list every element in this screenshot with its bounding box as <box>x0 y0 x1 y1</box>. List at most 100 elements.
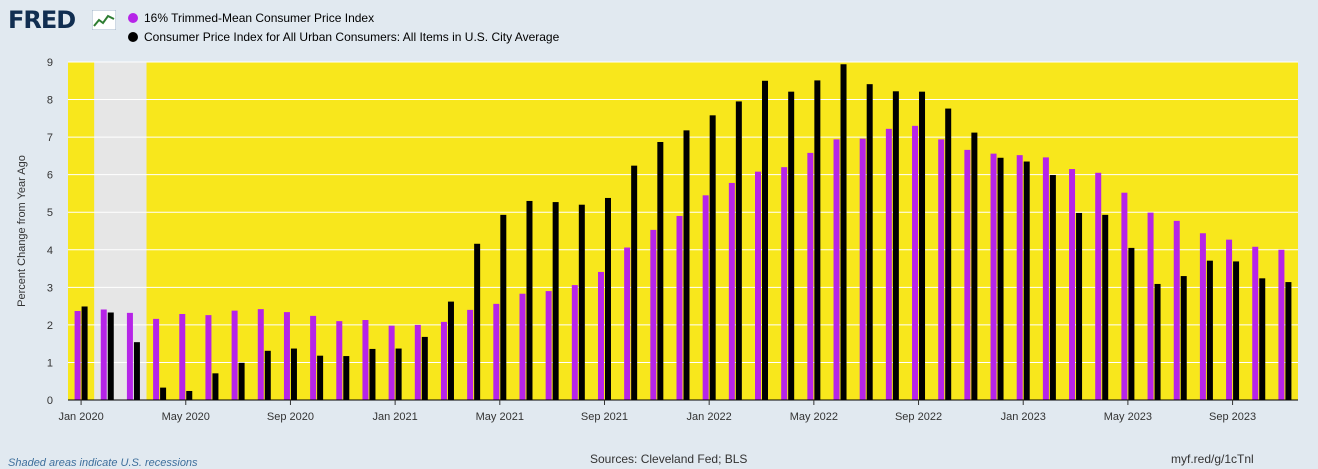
bar-series-2[interactable] <box>919 91 926 401</box>
bar-series-2[interactable] <box>238 362 245 400</box>
bar-series-2[interactable] <box>604 197 611 400</box>
x-tick-label: Sep 2023 <box>1209 411 1256 423</box>
bar-series-2[interactable] <box>1128 247 1135 400</box>
bar-series-1[interactable] <box>650 229 657 400</box>
bar-series-1[interactable] <box>807 152 814 400</box>
bar-series-2[interactable] <box>1285 282 1292 400</box>
bar-series-1[interactable] <box>545 291 552 400</box>
bar-series-2[interactable] <box>631 165 638 400</box>
bar-series-1[interactable] <box>126 312 133 400</box>
bar-series-1[interactable] <box>1016 155 1023 400</box>
bar-series-1[interactable] <box>571 285 578 400</box>
bar-series-1[interactable] <box>467 309 474 400</box>
bar-series-2[interactable] <box>421 336 428 400</box>
chart-canvas[interactable]: 0 1 2 3 4 5 6 7 8 9 Jan 2020 May 2020 Sep 2020 Jan 20… <box>0 0 1318 440</box>
bar-series-2[interactable] <box>788 91 795 401</box>
bar-series-2[interactable] <box>1102 214 1109 400</box>
bar-series-1[interactable] <box>1069 169 1076 400</box>
bar-series-2[interactable] <box>290 348 297 400</box>
bar-series-1[interactable] <box>231 310 238 400</box>
bar-series-2[interactable] <box>657 141 664 400</box>
bar-series-2[interactable] <box>264 350 271 400</box>
bar-series-1[interactable] <box>728 182 735 400</box>
bar-series-1[interactable] <box>179 313 186 400</box>
bar-series-2[interactable] <box>892 91 899 400</box>
bar-series-1[interactable] <box>1199 233 1206 400</box>
bar-series-1[interactable] <box>100 309 107 400</box>
bar-series-1[interactable] <box>1095 172 1102 400</box>
bar-series-2[interactable] <box>1206 260 1213 400</box>
bar-series-2[interactable] <box>683 130 690 400</box>
bar-series-1[interactable] <box>362 320 369 400</box>
bar-series-2[interactable] <box>474 243 481 400</box>
bar-series-2[interactable] <box>1076 212 1083 400</box>
bar-series-2[interactable] <box>1049 175 1056 400</box>
bar-series-1[interactable] <box>493 303 500 400</box>
bar-series-1[interactable] <box>1147 212 1154 400</box>
fred-logo[interactable]: FRED <box>8 6 76 34</box>
bar-series-1[interactable] <box>938 139 945 400</box>
bar-series-2[interactable] <box>343 356 350 400</box>
bar-series-2[interactable] <box>212 373 219 400</box>
bar-series-2[interactable] <box>866 84 873 400</box>
bar-series-2[interactable] <box>447 301 454 400</box>
bar-series-1[interactable] <box>1252 246 1259 400</box>
bar-series-2[interactable] <box>814 80 821 400</box>
bar-series-2[interactable] <box>186 390 193 400</box>
bar-series-2[interactable] <box>997 157 1004 400</box>
bar-series-1[interactable] <box>205 315 212 400</box>
bar-series-2[interactable] <box>369 348 376 400</box>
bar-series-1[interactable] <box>964 149 971 400</box>
bar-series-2[interactable] <box>552 202 559 400</box>
bar-series-2[interactable] <box>526 200 533 400</box>
bar-series-1[interactable] <box>885 128 892 401</box>
legend-item-series-1[interactable]: 16% Trimmed-Mean Consumer Price Index <box>128 11 374 25</box>
bar-series-1[interactable] <box>1042 157 1049 400</box>
short-link[interactable]: myf.red/g/1cTnl <box>1171 452 1254 466</box>
bar-series-2[interactable] <box>395 348 402 400</box>
bar-series-2[interactable] <box>133 342 140 400</box>
bar-series-2[interactable] <box>317 355 324 400</box>
bar-series-2[interactable] <box>971 132 978 401</box>
bar-series-2[interactable] <box>160 387 167 400</box>
bar-series-2[interactable] <box>762 80 769 401</box>
bar-series-1[interactable] <box>257 309 264 400</box>
bar-series-2[interactable] <box>81 306 88 400</box>
bar-series-1[interactable] <box>859 138 866 400</box>
bar-series-1[interactable] <box>1226 239 1233 400</box>
bar-series-1[interactable] <box>283 312 290 400</box>
bar-series-1[interactable] <box>1121 192 1128 400</box>
bar-series-2[interactable] <box>1023 161 1030 400</box>
bar-series-2[interactable] <box>1154 283 1161 400</box>
bar-series-2[interactable] <box>735 101 742 400</box>
bar-series-1[interactable] <box>519 293 526 400</box>
bar-series-2[interactable] <box>1233 261 1240 400</box>
bar-series-1[interactable] <box>912 125 919 400</box>
bar-series-1[interactable] <box>702 195 709 400</box>
legend-item-series-2[interactable]: Consumer Price Index for All Urban Consu… <box>128 30 559 44</box>
bar-series-2[interactable] <box>1180 276 1187 400</box>
bar-series-1[interactable] <box>755 171 762 400</box>
bar-series-1[interactable] <box>781 167 788 400</box>
bar-series-2[interactable] <box>500 214 507 400</box>
bar-series-1[interactable] <box>597 271 604 400</box>
bar-series-1[interactable] <box>1278 249 1285 400</box>
bar-series-1[interactable] <box>1173 220 1180 400</box>
bar-series-1[interactable] <box>833 139 840 400</box>
bar-series-2[interactable] <box>709 115 716 400</box>
bar-series-1[interactable] <box>440 321 447 400</box>
bar-series-1[interactable] <box>74 310 81 400</box>
bar-series-2[interactable] <box>1259 278 1266 400</box>
bar-series-1[interactable] <box>624 247 631 400</box>
bar-series-1[interactable] <box>414 324 421 400</box>
bar-series-2[interactable] <box>578 204 585 400</box>
bar-series-1[interactable] <box>676 215 683 400</box>
bar-series-1[interactable] <box>310 315 317 400</box>
bar-series-1[interactable] <box>336 321 343 400</box>
bar-series-2[interactable] <box>107 312 114 400</box>
bar-series-2[interactable] <box>945 108 952 401</box>
bar-series-2[interactable] <box>840 64 847 401</box>
bar-series-1[interactable] <box>388 325 395 400</box>
bar-series-1[interactable] <box>153 318 160 400</box>
bar-series-1[interactable] <box>990 153 997 400</box>
